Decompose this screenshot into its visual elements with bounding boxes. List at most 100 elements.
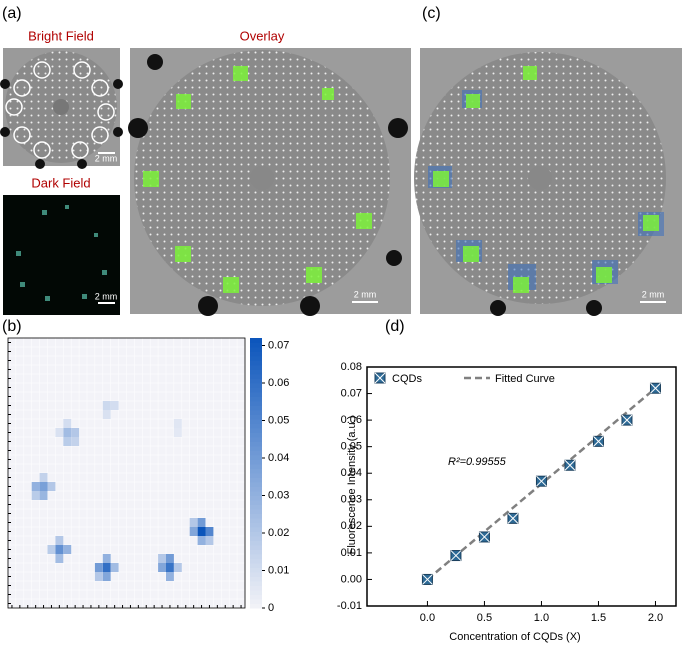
heatmap-cell: [39, 482, 48, 491]
heatmap-cell: [173, 419, 182, 428]
colorbar-segment: [250, 500, 262, 505]
scale-bar-label: 2 mm: [95, 291, 118, 301]
heatmap-cell: [102, 410, 111, 419]
colorbar-segment: [250, 419, 262, 424]
colorbar-segment: [250, 423, 262, 429]
colorbar-segment: [250, 531, 262, 537]
colorbar-segment: [250, 558, 262, 564]
colorbar-segment: [250, 518, 262, 523]
heatmap-cell: [71, 428, 80, 437]
panel-label: (a): [2, 5, 22, 22]
data-point: [592, 435, 604, 447]
colorbar-segment: [250, 378, 262, 384]
y-tick-label: 0.02: [341, 520, 362, 532]
data-point: [374, 372, 386, 384]
heatmap-cell: [31, 491, 40, 500]
x-tick-label: 1.0: [534, 612, 549, 624]
colorbar-segment: [250, 374, 262, 379]
colorbar-segment: [250, 495, 262, 501]
legend-label: CQDs: [392, 373, 422, 385]
heatmap-cell: [102, 554, 111, 563]
heatmap-cell: [197, 536, 206, 545]
colorbar-segment: [250, 446, 262, 451]
dark-field-image: 2 mm: [3, 195, 120, 315]
marker-cross: [650, 382, 661, 394]
fluorescence-overlay-image: 2 mm: [414, 48, 682, 316]
bright-field-image: 2 mm: [0, 48, 123, 169]
colorbar-tick-label: 0.03: [268, 489, 289, 501]
colorbar-segment: [250, 432, 262, 438]
colorbar-segment: [250, 468, 262, 474]
colorbar-segment: [250, 428, 262, 433]
colorbar-segment: [250, 509, 262, 514]
marker-cross: [450, 550, 462, 561]
colorbar-segment: [250, 437, 262, 442]
heatmap-cell: [31, 482, 40, 491]
colorbar-segment: [250, 473, 262, 478]
colorbar-segment: [250, 563, 262, 568]
colorbar-tick-label: 0: [268, 602, 274, 614]
colorbar-segment: [250, 572, 262, 577]
colorbar-segment: [250, 504, 262, 510]
colorbar-segment: [250, 486, 262, 492]
y-tick-label: 0.04: [341, 467, 362, 479]
colorbar-segment: [250, 338, 262, 343]
scale-bar-label: 2 mm: [642, 289, 665, 299]
colorbar-tick-label: 0.05: [268, 414, 289, 426]
image-caption: Overlay: [240, 28, 285, 43]
colorbar-segment: [250, 491, 262, 496]
x-tick-label: 0.0: [420, 612, 435, 624]
heatmap-cell: [166, 572, 174, 581]
colorbar-segment: [250, 567, 262, 573]
heatmap-cell: [173, 428, 182, 437]
heatmap-cell: [63, 437, 72, 446]
colorbar-segment: [250, 576, 262, 582]
colorbar-tick-label: 0.06: [268, 377, 289, 389]
heatmap-cell: [102, 401, 111, 410]
data-point: [478, 531, 490, 543]
y-tick-label: 0.06: [341, 414, 362, 426]
image-caption: Dark Field: [31, 175, 90, 190]
heatmap-cell: [63, 545, 72, 554]
heatmap-cell: [110, 401, 119, 410]
heatmap-cell: [158, 563, 166, 572]
colorbar-segment: [250, 603, 262, 609]
colorbar-segment: [250, 522, 262, 528]
colorbar-segment: [250, 554, 262, 559]
data-point: [649, 382, 661, 394]
heatmap-cell: [71, 437, 80, 446]
y-tick-label: 0.03: [341, 494, 362, 506]
colorbar-segment: [250, 450, 262, 456]
legend-label: Fitted Curve: [495, 373, 555, 385]
heatmap-cell: [197, 527, 206, 536]
heatmap-cell: [166, 563, 174, 572]
heatmap-cell: [55, 554, 64, 563]
colorbar-segment: [250, 401, 262, 406]
heatmap-cell: [63, 419, 72, 428]
heatmap-cell: [47, 482, 56, 491]
colorbar-segment: [250, 351, 262, 357]
annotation: R²=0.99555: [448, 456, 507, 468]
colorbar-tick-label: 0.02: [268, 527, 289, 539]
marker-cross: [507, 513, 519, 524]
colorbar-segment: [250, 549, 262, 555]
heatmap-cell: [47, 545, 56, 554]
y-tick-label: 0.07: [341, 387, 362, 399]
heatmap-cell: [55, 428, 64, 437]
colorbar-segment: [250, 513, 262, 519]
image-caption: Bright Field: [28, 28, 94, 43]
scale-bar-label: 2 mm: [354, 289, 377, 299]
heatmap-cell: [55, 536, 64, 545]
panel-label: (b): [2, 318, 22, 335]
marker-cross: [564, 459, 576, 471]
colorbar-segment: [250, 405, 262, 411]
heatmap-cell: [94, 563, 103, 572]
marker-cross: [621, 414, 633, 426]
colorbar-segment: [250, 477, 262, 483]
marker-cross: [374, 372, 386, 384]
heatmap-cell: [166, 554, 174, 563]
y-tick-label: 0.05: [341, 441, 362, 453]
heatmap-cell: [205, 536, 214, 545]
overlay-image: 2 mm: [128, 48, 411, 316]
marker-cross: [422, 574, 433, 585]
